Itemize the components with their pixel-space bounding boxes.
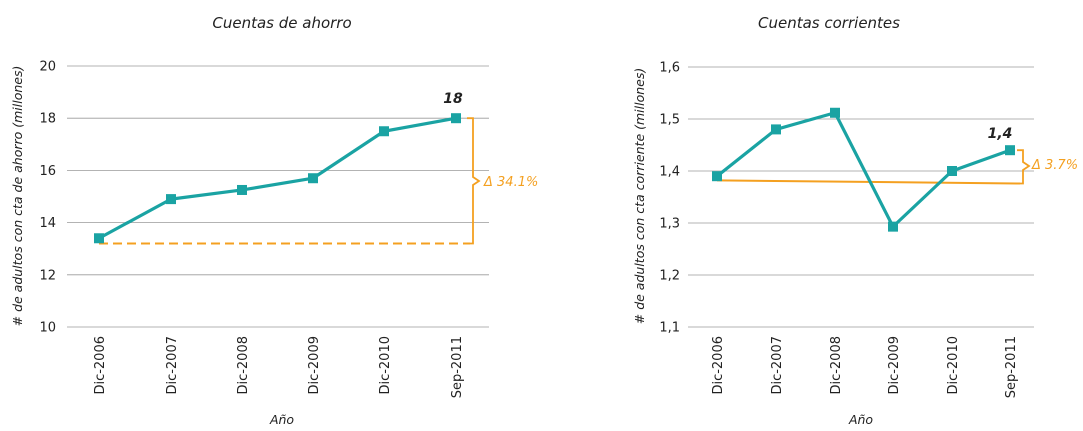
chart2-y-tick-label: 1,1 <box>659 321 680 336</box>
chart2-y-axis-title: # de adultos con cta corriente (millones… <box>632 68 647 324</box>
chart1-x-tick-label: Sep-2011 <box>450 336 465 398</box>
chart2-x-tick-label: Dic-2007 <box>770 336 785 395</box>
chart1-data-point <box>166 194 176 205</box>
chart2-y-tick-label: 1,3 <box>659 217 680 232</box>
chart2-x-axis-title: Año <box>848 412 873 427</box>
chart1-y-axis-title: # de adultos con cta de ahorro (millones… <box>10 66 25 327</box>
chart1-data-point <box>237 184 247 195</box>
chart1-y-tick-label: 16 <box>39 164 56 179</box>
chart2-y-tick-label: 1,5 <box>659 113 680 128</box>
chart2-y-tick-label: 1,6 <box>659 61 680 76</box>
chart1-data-point <box>451 113 461 124</box>
chart1-x-tick-label: Dic-2010 <box>378 336 393 395</box>
chart1-y-tick-label: 12 <box>39 268 56 283</box>
chart2-x-tick-label: Dic-2006 <box>711 336 726 395</box>
chart2-y-tick-label: 1,2 <box>659 269 680 284</box>
chart2-data-point <box>947 166 957 176</box>
chart1-y-tick-label: 10 <box>39 321 56 336</box>
chart1-x-tick-label: Dic-2008 <box>236 336 251 395</box>
chart1-title: Cuentas de ahorro <box>212 14 351 32</box>
chart1-x-tick-label: Dic-2007 <box>165 336 180 395</box>
chart1-y-tick-label: 18 <box>39 112 56 127</box>
chart1-data-point <box>308 173 318 184</box>
chart2-data-label: 1,4 <box>988 126 1013 142</box>
chart1-y-tick-label: 20 <box>39 60 56 75</box>
chart2-series-line <box>716 111 1011 229</box>
chart2-x-tick-label: Dic-2009 <box>887 336 902 395</box>
chart2-x-tick-label: Dic-2008 <box>829 336 844 395</box>
chart2-data-point <box>712 171 722 182</box>
chart2-data-point <box>771 124 781 135</box>
chart1-series-line <box>98 116 457 240</box>
chart2-y-tick-label: 1,4 <box>659 165 680 180</box>
chart1-data-label: 18 <box>443 91 463 107</box>
chart2-x-tick-label: Sep-2011 <box>1004 336 1019 398</box>
chart1-delta-bracket <box>467 117 481 245</box>
chart2-title: Cuentas corrientes <box>758 14 900 32</box>
chart1-x-tick-label: Dic-2009 <box>307 336 322 395</box>
chart2-data-point <box>888 221 898 232</box>
chart1-delta-label: Δ 34.1% <box>483 175 538 190</box>
chart1-x-tick-label: Dic-2006 <box>93 336 108 395</box>
chart1-x-axis-title: Año <box>269 412 294 427</box>
chart2-data-point <box>1005 145 1015 156</box>
chart2-data-point <box>830 107 840 118</box>
chart1-data-point <box>379 126 389 137</box>
chart1-data-point <box>94 233 104 244</box>
chart2-delta-label: Δ 3.7% <box>1031 158 1078 173</box>
chart1-y-tick-label: 14 <box>39 216 56 231</box>
chart2-x-tick-label: Dic-2010 <box>946 336 961 395</box>
chart2-delta-bracket <box>1017 149 1031 185</box>
